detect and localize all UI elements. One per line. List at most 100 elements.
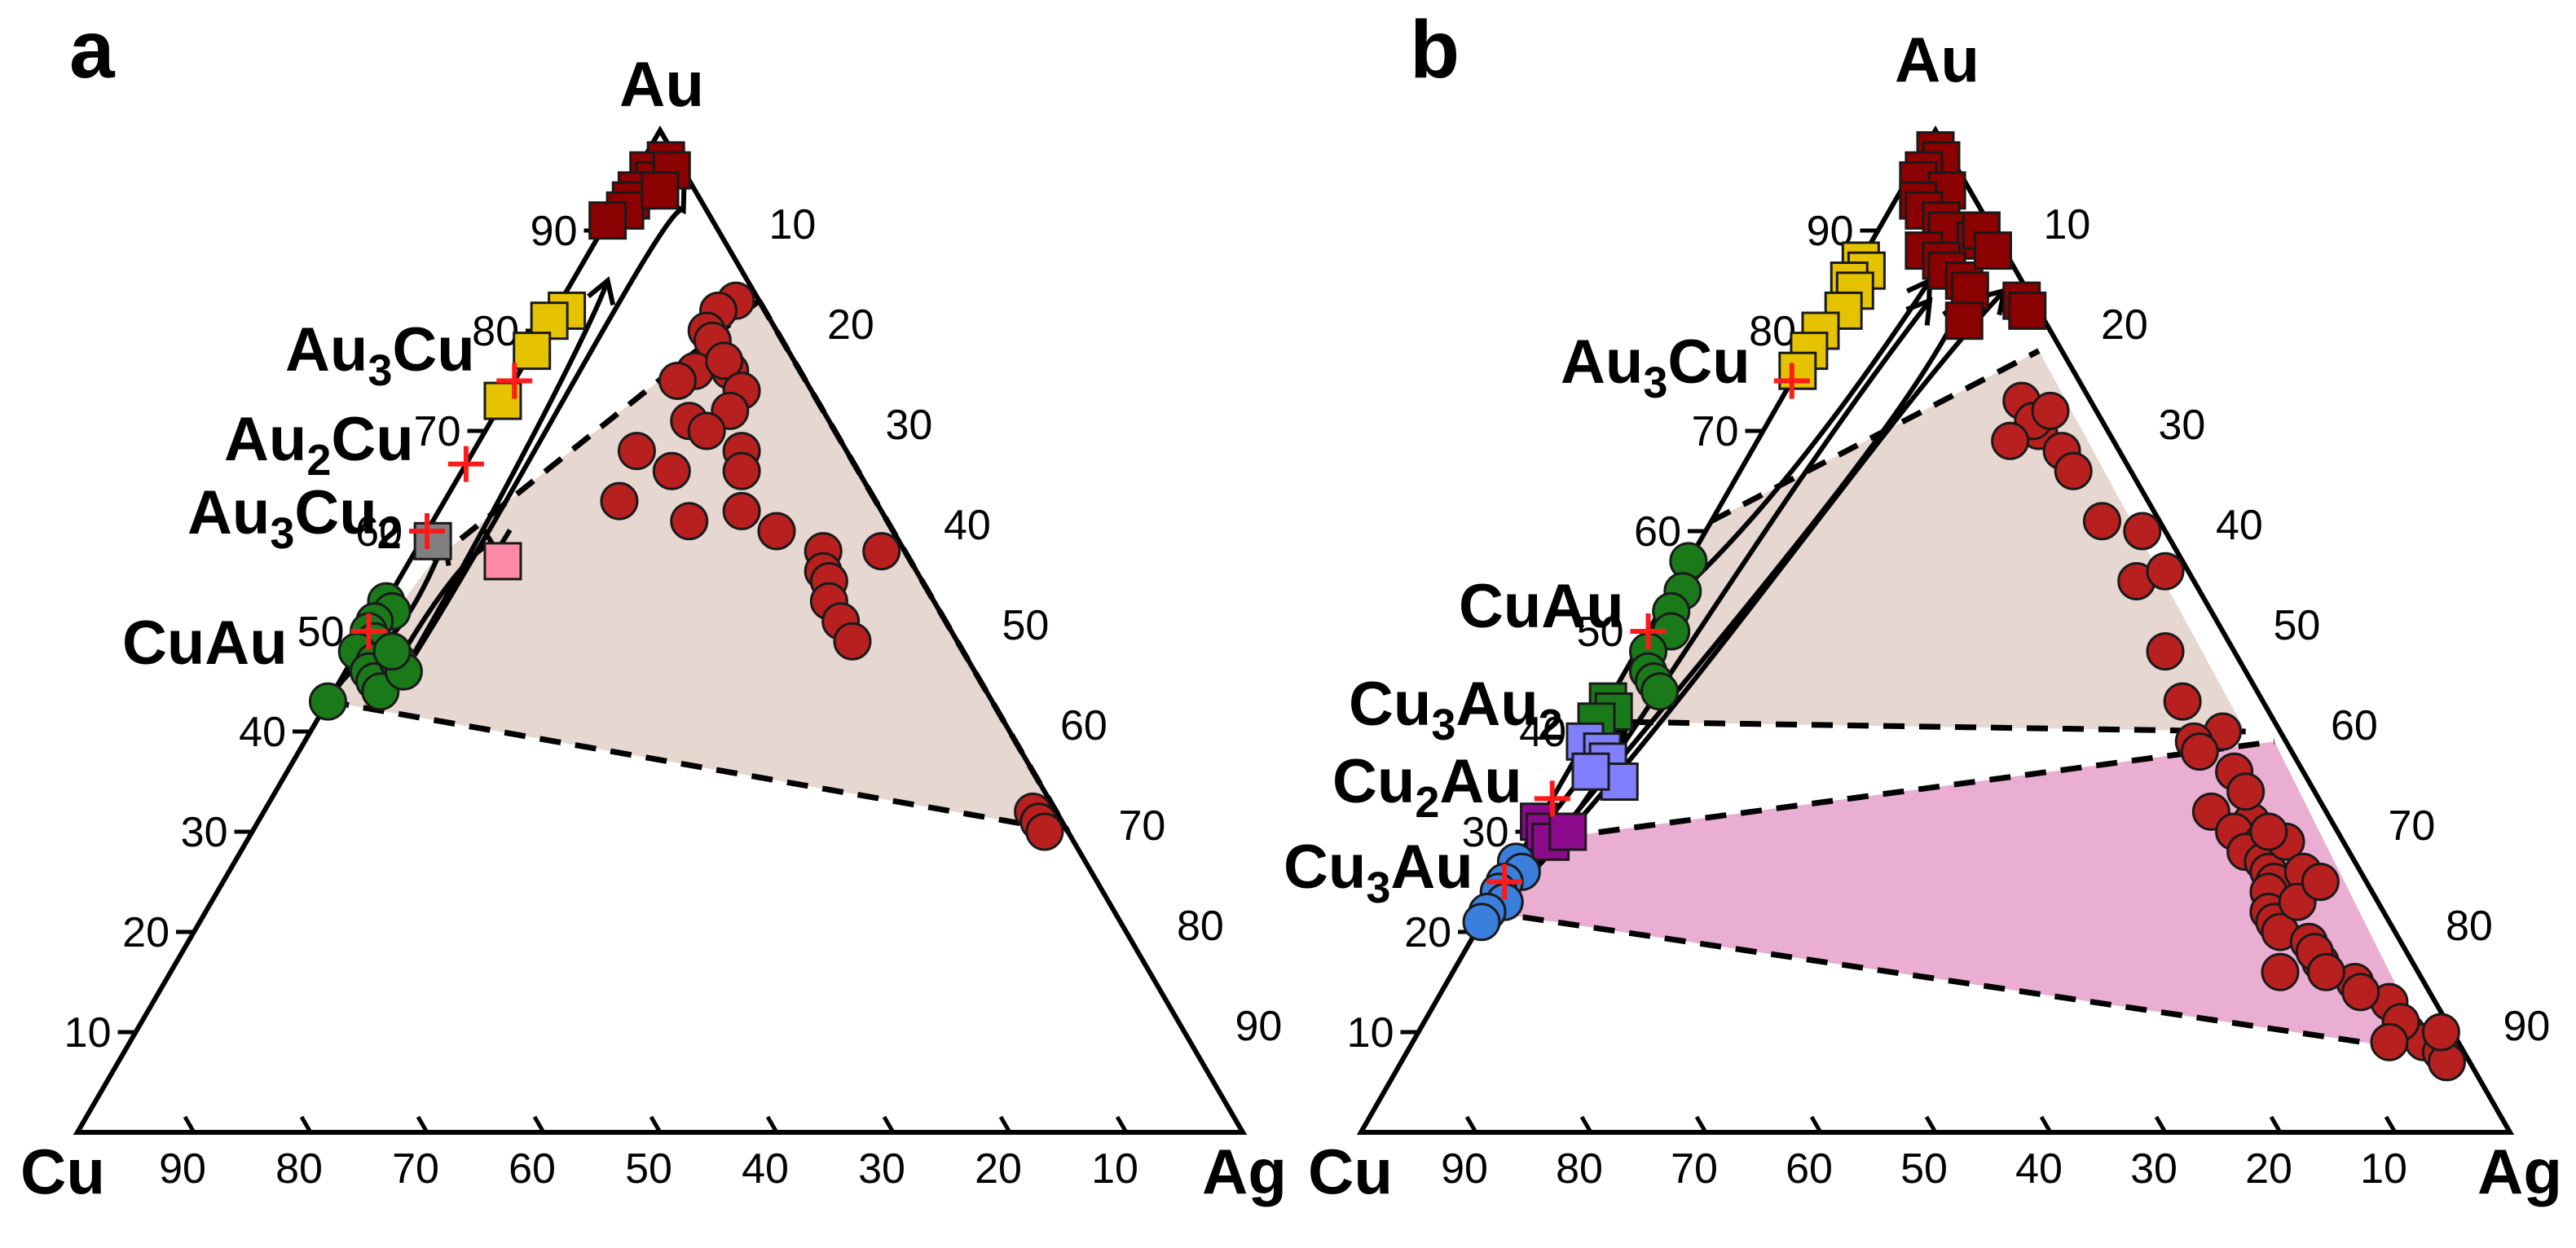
tick-label-au: 40	[239, 709, 286, 756]
data-point-ag-rich	[722, 491, 761, 530]
tick-cu-6	[2039, 1115, 2053, 1134]
tick-cu-3	[416, 1115, 429, 1134]
panel-b: 10 10 90 20 20 80 30 30 70 40 40 60 50 50 50 60 60 40 70 70…	[1284, 4, 2562, 1207]
tick-ag-5	[2221, 630, 2234, 648]
tick-cu-7	[882, 1115, 896, 1134]
tick-cu-8	[2269, 1115, 2283, 1134]
phase-label-text: Au	[224, 405, 306, 474]
data-point-cuau	[308, 682, 347, 721]
data-point-cu2au	[1548, 812, 1587, 851]
data-point-ag-rich	[1025, 812, 1064, 851]
tick-label-ag: 90	[1235, 1003, 1283, 1050]
tick-label-au: 80	[472, 308, 519, 355]
data-point-au-rich	[1944, 301, 1984, 341]
data-point-ag-rich	[757, 512, 796, 551]
phase-label-cu3au2: Cu3Au2	[1349, 670, 1563, 749]
data-point-cuau	[372, 632, 412, 671]
data-point-cu3au2	[1571, 752, 1610, 791]
ideal-composition-cross	[409, 513, 445, 549]
data-point-au3cu2-pink-	[483, 542, 522, 581]
data-point-au-rich	[2008, 291, 2047, 330]
tick-label-cu: 80	[275, 1145, 323, 1193]
ideal-composition-cross	[447, 446, 484, 482]
phase-label-au3cu: Au3Cu	[285, 315, 475, 395]
tick-ag-2	[2048, 329, 2062, 348]
phase-label-au3cu2: Au3Cu2	[187, 478, 402, 558]
phase-label-subscript: 3	[1643, 358, 1667, 407]
tick-label-au: 50	[297, 609, 345, 656]
corner-label-cu: Cu	[20, 1136, 105, 1207]
data-point-au-rich	[1974, 231, 2012, 270]
data-point-ag-rich	[833, 622, 872, 661]
data-point-ag-rich-brown-	[2082, 502, 2121, 541]
phase-label-text: Au	[285, 315, 368, 385]
tick-ag-3	[2106, 429, 2119, 448]
phase-label-subscript-2: 2	[377, 509, 402, 558]
data-point-ag-rich	[687, 411, 726, 450]
data-point-ag-rich-brown-	[2226, 772, 2266, 811]
tick-label-ag: 10	[769, 201, 817, 248]
phase-label-cuau: CuAu	[122, 609, 288, 678]
data-point-ag-rich-brown-	[2306, 952, 2345, 991]
tick-label-ag: 50	[1002, 602, 1050, 649]
tick-cu-1	[1464, 1115, 1478, 1134]
data-point-au3cu	[1824, 291, 1863, 330]
data-point-ag-rich-brown-	[2370, 1022, 2409, 1061]
tick-label-au: 20	[122, 909, 170, 956]
tick-label-ag: 20	[827, 301, 874, 349]
tick-label-cu: 60	[1786, 1145, 1833, 1193]
tick-ag-7	[2336, 830, 2349, 849]
phase-label-subscript: 3	[270, 509, 294, 558]
tick-label-ag: 30	[886, 402, 933, 449]
phase-label-subscript: 3	[1366, 863, 1390, 912]
phase-region-0	[328, 301, 1068, 833]
corner-label-ag: Ag	[2477, 1136, 2562, 1207]
tick-label-ag: 70	[2389, 802, 2436, 850]
tick-ag-4	[2163, 530, 2177, 548]
tick-label-cu: 20	[975, 1145, 1022, 1193]
tick-label-ag: 60	[2331, 702, 2378, 749]
phase-label-subscript-2: 2	[1539, 701, 1563, 749]
ideal-composition-cross	[1630, 613, 1667, 649]
tie-line-0	[1710, 348, 2041, 524]
tick-ag-8	[2393, 930, 2406, 949]
tick-cu-2	[1579, 1115, 1593, 1134]
data-point-ag-rich	[862, 532, 901, 571]
tie-line-3	[1486, 908, 2430, 1056]
tick-label-au: 10	[64, 1009, 112, 1057]
tie-line-2	[327, 698, 1069, 835]
phase-label-tail: Cu	[1667, 327, 1750, 397]
tick-label-cu: 70	[392, 1145, 439, 1193]
tick-ag-1	[716, 229, 729, 248]
tick-label-cu: 40	[2015, 1145, 2063, 1193]
phase-label-tail: Au	[1439, 747, 1521, 816]
tick-label-ag: 60	[1060, 702, 1107, 749]
tick-label-au: 90	[531, 208, 578, 255]
data-point-ag-rich-brown-	[2163, 682, 2202, 721]
tick-ag-9	[1182, 1030, 1196, 1049]
ideal-composition-cross	[1773, 363, 1810, 399]
tick-label-cu: 90	[1441, 1145, 1488, 1193]
tick-label-cu: 30	[858, 1145, 905, 1193]
data-point-ag-rich-brown-	[2341, 973, 2380, 1012]
phase-label-au2cu: Au2Cu	[224, 405, 414, 485]
data-point-ag-rich	[670, 502, 709, 541]
tick-label-cu: 10	[1091, 1145, 1138, 1193]
tick-label-cu: 90	[159, 1145, 206, 1193]
phase-label-subscript: 3	[368, 346, 392, 395]
tick-label-cu: 50	[625, 1145, 672, 1193]
tick-label-ag: 90	[2503, 1003, 2551, 1050]
phase-label-tail: Cu	[294, 478, 376, 547]
phase-label-tail: Au	[1455, 670, 1538, 739]
phase-label-tail: Cu	[392, 315, 474, 385]
data-point-cu3au	[1462, 903, 1501, 942]
data-point-ag-rich-brown-	[2301, 863, 2340, 901]
ideal-composition-cross	[350, 613, 387, 649]
data-point-ag-rich	[617, 432, 656, 471]
phase-label-tail: Au	[1390, 833, 1473, 902]
phase-label-text: CuAu	[1459, 572, 1624, 641]
phase-region-0	[1596, 350, 2246, 732]
tick-label-ag: 20	[2101, 301, 2148, 349]
tick-cu-9	[2384, 1115, 2398, 1134]
phase-label-text: CuAu	[122, 609, 288, 678]
